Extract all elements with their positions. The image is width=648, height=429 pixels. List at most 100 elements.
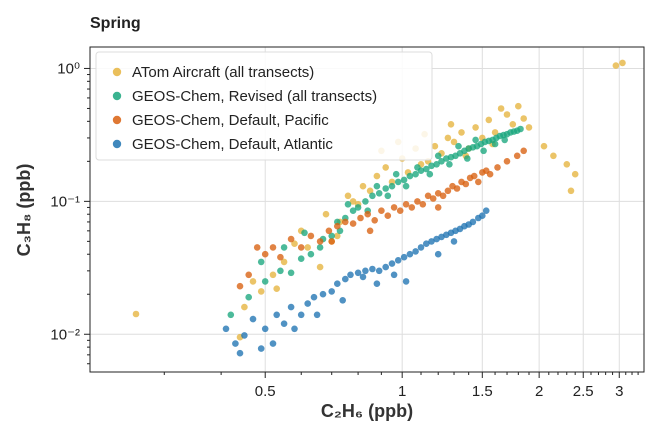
data-point (450, 138, 458, 146)
data-point (480, 147, 487, 155)
legend-marker (112, 67, 122, 77)
data-point (334, 222, 341, 230)
data-point (470, 172, 478, 180)
data-point (375, 190, 383, 197)
data-point (280, 320, 288, 328)
data-point (354, 204, 362, 211)
data-point (513, 152, 521, 160)
data-point (464, 155, 471, 162)
data-point (390, 271, 398, 279)
data-point (257, 345, 265, 352)
data-point (313, 311, 321, 319)
data-point (491, 140, 499, 148)
data-point (328, 238, 336, 245)
data-point (328, 288, 336, 295)
data-point (447, 121, 455, 128)
data-point (503, 111, 511, 118)
data-point (434, 204, 442, 211)
data-point (222, 325, 230, 333)
data-point (366, 227, 374, 235)
data-point (563, 161, 571, 168)
y-tick-label: 10⁻¹ (50, 193, 80, 210)
data-point (319, 290, 327, 298)
legend: ATom Aircraft (all transects) GEOS-Chem, … (95, 51, 433, 161)
data-point (446, 161, 453, 168)
data-point (469, 218, 477, 226)
data-point (310, 293, 318, 301)
data-point (438, 158, 445, 165)
data-point (525, 124, 533, 131)
data-point (362, 267, 369, 275)
data-point (349, 220, 357, 227)
y-axis-label: C₃H₈ (ppb) (14, 164, 34, 257)
data-point (472, 136, 479, 144)
data-point (520, 147, 527, 155)
data-point (342, 275, 349, 283)
data-point (414, 164, 421, 171)
data-point (382, 185, 390, 192)
data-point (366, 187, 374, 195)
legend-marker (112, 91, 122, 101)
data-point (325, 227, 333, 235)
data-point (423, 165, 430, 173)
data-point (424, 192, 432, 200)
data-point (304, 244, 312, 251)
data-point (316, 244, 324, 251)
data-point (291, 240, 298, 247)
data-point (375, 267, 383, 275)
data-point (434, 190, 442, 197)
data-point (232, 340, 239, 347)
data-point (227, 311, 235, 319)
data-point (455, 142, 462, 150)
data-point (369, 192, 376, 200)
data-point (357, 214, 364, 222)
data-point (509, 121, 517, 128)
legend-marker (112, 139, 122, 149)
data-point (479, 212, 486, 219)
data-point (497, 105, 505, 112)
legend-box (95, 51, 433, 161)
data-point (520, 115, 527, 122)
data-point (241, 303, 248, 311)
data-point (287, 235, 295, 243)
data-point (494, 164, 501, 171)
data-point (369, 265, 376, 273)
data-point (458, 129, 465, 136)
data-point (428, 162, 435, 170)
data-point (431, 142, 439, 150)
data-point (619, 59, 626, 67)
data-point (472, 124, 479, 131)
data-point (257, 258, 265, 266)
data-point (515, 102, 522, 110)
data-point (287, 303, 295, 311)
data-point (429, 195, 437, 202)
data-point (417, 244, 425, 251)
data-point (280, 244, 288, 251)
data-point (373, 182, 381, 190)
data-point (475, 178, 482, 186)
data-point (347, 271, 354, 279)
data-point (273, 311, 281, 319)
data-point (485, 116, 493, 124)
data-point (503, 158, 511, 165)
data-point (269, 244, 277, 251)
data-point (444, 187, 452, 195)
data-point (304, 300, 312, 307)
data-point (419, 201, 427, 208)
data-point (400, 176, 408, 184)
data-point (501, 136, 509, 144)
data-point (236, 282, 244, 290)
data-point (450, 238, 458, 245)
axis-ticks: 0.5 1 1.5 2 2.5 3 10⁻² 10⁻¹ 10⁰ (50, 60, 639, 400)
data-points (132, 59, 626, 357)
data-point (297, 311, 305, 319)
data-point (364, 210, 372, 218)
data-point (382, 164, 390, 171)
data-point (390, 204, 398, 211)
data-point (273, 285, 281, 293)
data-point (428, 238, 435, 245)
data-point (269, 271, 277, 279)
data-point (241, 332, 248, 339)
data-point (322, 210, 330, 218)
